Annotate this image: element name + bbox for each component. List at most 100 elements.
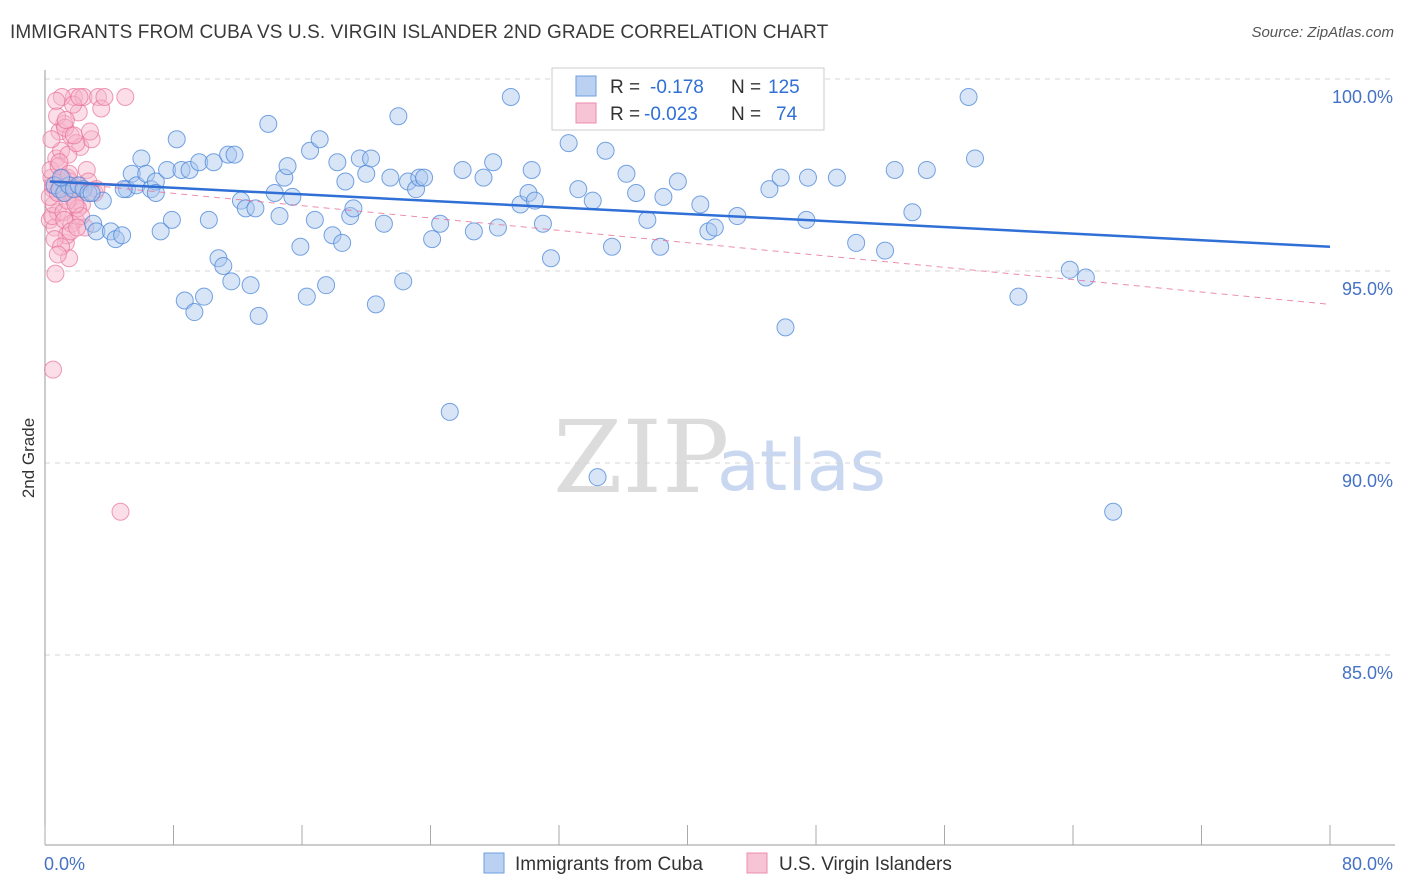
point-virgin-islanders-23 — [77, 160, 96, 179]
point-cuba-92 — [596, 141, 615, 160]
point-cuba-98 — [654, 187, 673, 206]
point-cuba-34 — [214, 256, 233, 275]
legend-r-value-blue: -0.178 — [650, 77, 704, 98]
bottom-legend-label-blue: Immigrants from Cuba — [515, 854, 703, 875]
point-cuba-78 — [474, 168, 493, 187]
point-virgin-islanders-67 — [68, 218, 87, 237]
point-virgin-islanders-70 — [116, 88, 135, 106]
point-cuba-104 — [760, 180, 779, 199]
point-cuba-28 — [185, 303, 204, 322]
point-cuba-65 — [374, 214, 393, 233]
point-cuba-110 — [847, 233, 866, 252]
point-cuba-80 — [488, 218, 507, 237]
point-cuba-24 — [167, 130, 186, 149]
point-cuba-9 — [87, 222, 106, 241]
chart-title: IMMIGRANTS FROM CUBA VS U.S. VIRGIN ISLA… — [10, 22, 829, 43]
point-virgin-islanders-69 — [111, 502, 130, 521]
y-tick-label-90: 90.0% — [1342, 471, 1393, 491]
y-axis-label: 2nd Grade — [19, 418, 38, 498]
point-cuba-106 — [776, 318, 795, 337]
point-cuba-35 — [219, 145, 238, 164]
point-cuba-17 — [132, 149, 151, 168]
point-cuba-47 — [278, 157, 297, 176]
point-cuba-114 — [917, 160, 936, 179]
point-cuba-118 — [1060, 260, 1079, 279]
y-tick-label-95: 95.0% — [1342, 279, 1393, 299]
point-cuba-49 — [291, 237, 310, 256]
point-virgin-islanders-66 — [66, 195, 85, 214]
y-tick-label-85: 85.0% — [1342, 663, 1393, 683]
point-virgin-islanders-25 — [82, 130, 101, 149]
point-cuba-52 — [305, 210, 324, 229]
point-cuba-83 — [519, 184, 538, 202]
y-tick-label-100: 100.0% — [1332, 87, 1393, 107]
point-cuba-81 — [501, 88, 520, 106]
point-cuba-27 — [180, 160, 199, 179]
point-cuba-94 — [617, 164, 636, 183]
source-label: Source: ZipAtlas.com — [1251, 24, 1394, 41]
point-virgin-islanders-68 — [44, 360, 63, 379]
point-cuba-122 — [82, 184, 101, 202]
point-virgin-islanders-44 — [64, 95, 83, 114]
point-cuba-120 — [1104, 502, 1123, 521]
point-cuba-67 — [389, 107, 408, 126]
point-cuba-21 — [151, 222, 170, 241]
point-cuba-95 — [627, 184, 646, 202]
point-cuba-48 — [283, 187, 302, 206]
point-cuba-99 — [668, 172, 687, 191]
point-cuba-124 — [146, 184, 165, 202]
trend-line-cuba — [49, 180, 1331, 249]
point-cuba-111 — [876, 241, 895, 260]
watermark-atlas: atlas — [717, 425, 886, 507]
legend-swatch-blue — [575, 75, 597, 97]
point-virgin-islanders-33 — [46, 264, 65, 283]
point-cuba-62 — [357, 164, 376, 183]
point-cuba-46 — [275, 168, 294, 187]
point-virgin-islanders-53 — [45, 230, 64, 249]
point-virgin-islanders-28 — [92, 99, 111, 118]
point-cuba-39 — [236, 199, 255, 218]
legend-n-value-blue: 125 — [768, 77, 800, 98]
point-cuba-72 — [415, 168, 434, 187]
point-cuba-63 — [362, 149, 381, 168]
point-virgin-islanders-73 — [48, 245, 67, 264]
y-tick-labels: 100.0% 95.0% 90.0% 85.0% — [1332, 87, 1393, 683]
point-cuba-115 — [959, 88, 978, 106]
point-cuba-57 — [333, 233, 352, 252]
point-cuba-66 — [381, 168, 400, 187]
point-cuba-76 — [453, 160, 472, 179]
point-cuba-30 — [195, 287, 214, 306]
legend-swatch-pink — [575, 102, 597, 124]
x-tick-label-0: 0.0% — [44, 854, 85, 874]
point-cuba-117 — [1009, 287, 1028, 306]
point-cuba-116 — [966, 149, 985, 168]
x-tick-label-80: 80.0% — [1342, 854, 1393, 874]
point-cuba-113 — [903, 203, 922, 222]
point-virgin-islanders-54 — [47, 91, 66, 110]
point-cuba-75 — [440, 402, 459, 421]
point-cuba-55 — [323, 226, 342, 245]
stats-legend: R = -0.178 N = 125 R = -0.023 N = 74 — [551, 67, 825, 131]
point-cuba-51 — [301, 141, 320, 160]
point-cuba-15 — [122, 164, 141, 183]
point-cuba-22 — [158, 160, 177, 179]
point-cuba-87 — [541, 249, 560, 268]
trend-lines — [49, 180, 1331, 305]
point-cuba-89 — [569, 180, 588, 199]
point-cuba-64 — [366, 295, 385, 314]
point-cuba-119 — [1076, 268, 1095, 287]
point-virgin-islanders-71 — [80, 122, 99, 141]
legend-n-value-pink: 74 — [776, 104, 798, 125]
bottom-legend-swatch-pink — [746, 852, 768, 874]
point-cuba-42 — [249, 306, 268, 325]
legend-n-label-pink: N = — [731, 104, 761, 125]
point-cuba-88 — [559, 134, 578, 153]
series-virgin-islanders-points — [40, 88, 135, 521]
point-cuba-112 — [885, 160, 904, 179]
point-cuba-43 — [259, 114, 278, 133]
stats-legend-box — [551, 67, 825, 131]
point-cuba-73 — [423, 230, 442, 249]
point-cuba-71 — [410, 168, 429, 187]
point-cuba-54 — [317, 276, 336, 295]
point-cuba-86 — [533, 214, 552, 233]
